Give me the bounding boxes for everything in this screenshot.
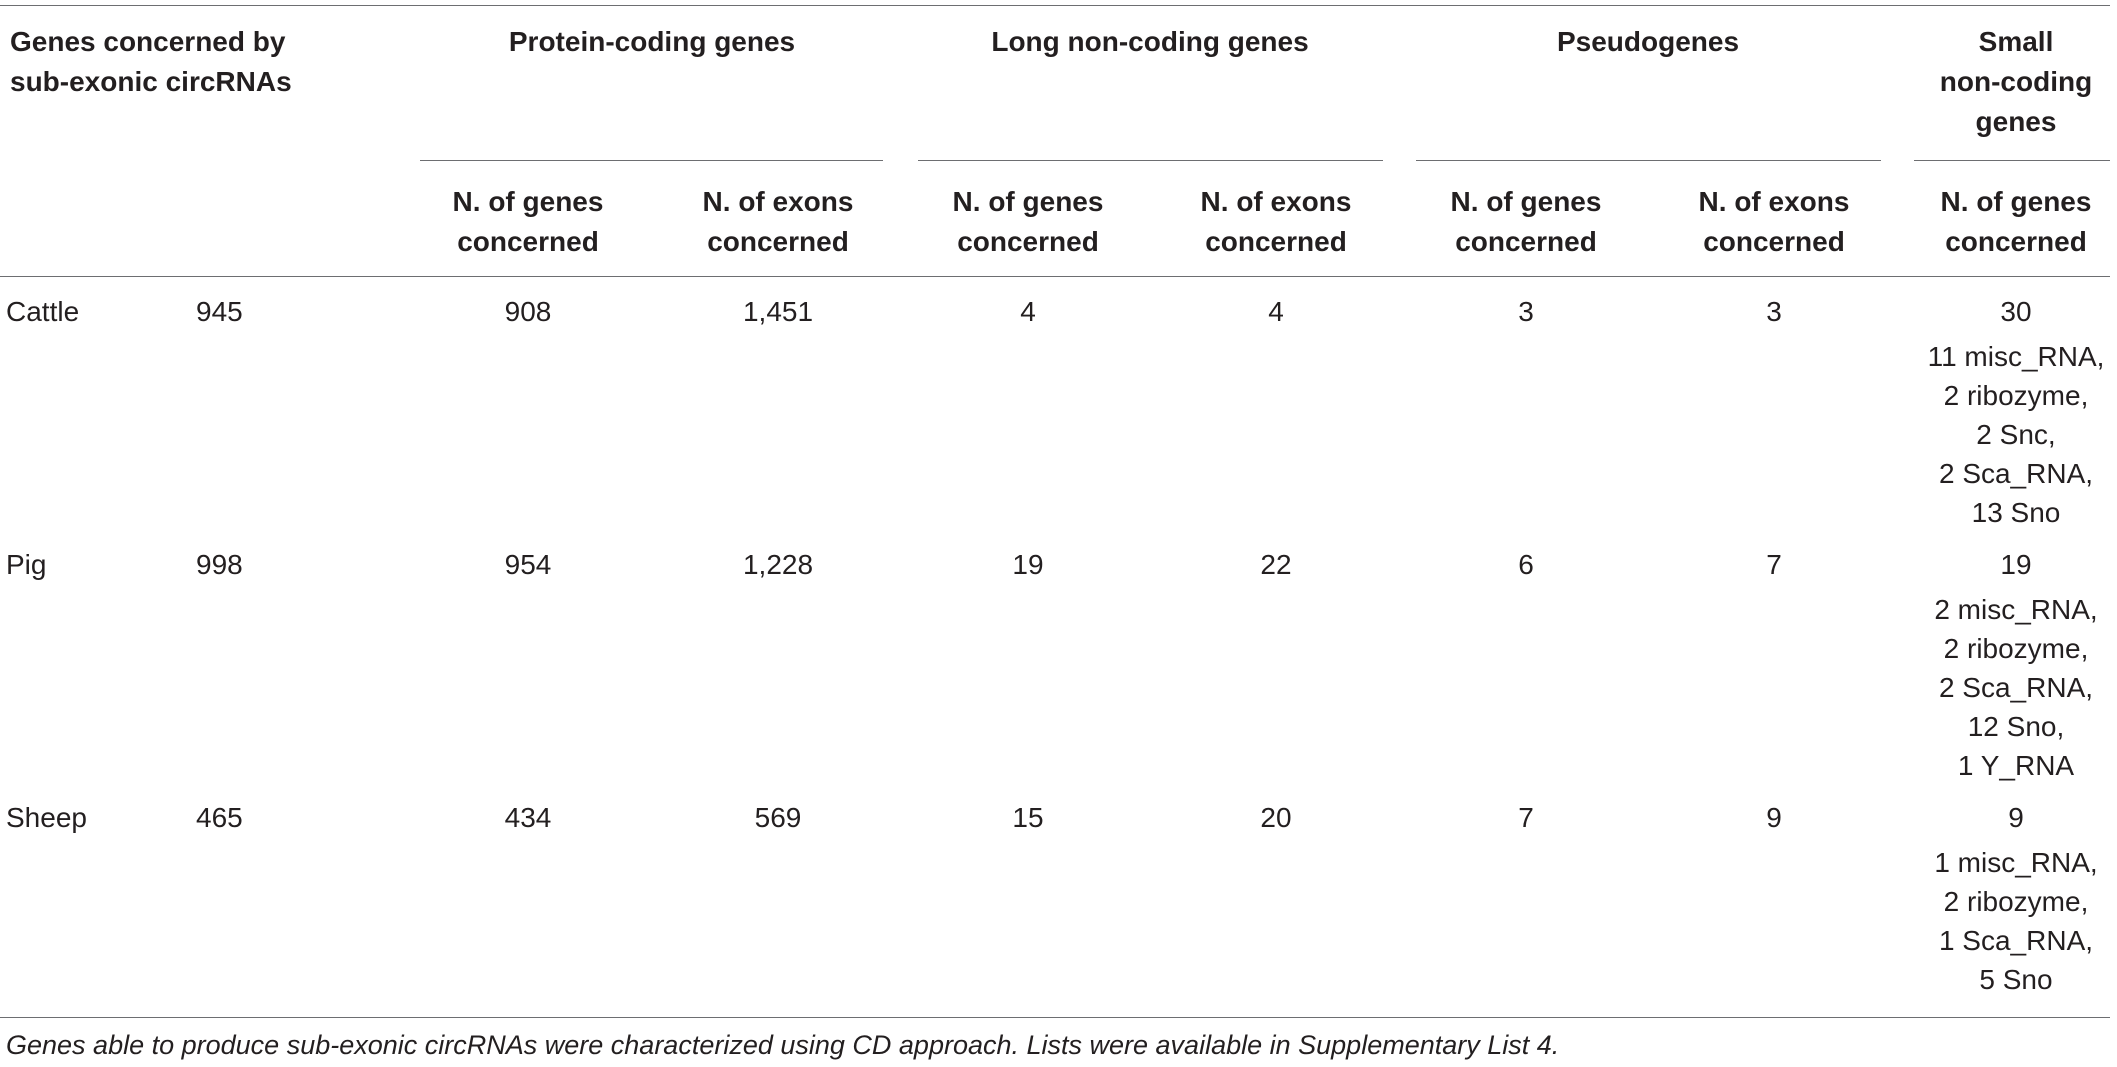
first-column-header: Genes concerned by sub-exonic circRNAs <box>10 22 292 102</box>
lnc-exons-subheader: N. of exons concerned <box>1201 182 1352 262</box>
pseudo-genes-subheader: N. of genes concerned <box>1451 182 1602 262</box>
pc-genes-cell: 908 <box>504 296 552 327</box>
species-cell: Cattle <box>6 296 80 327</box>
total-cell: 998 <box>196 549 243 580</box>
subheader-line2: concerned <box>707 226 849 257</box>
small-detail-line: 11 misc_RNA, <box>1927 341 2105 372</box>
pseudo-exons-cell: 7 <box>1766 549 1782 580</box>
header-bottom-rule <box>0 276 2110 277</box>
first-column-header-line1: Genes concerned by <box>10 26 286 57</box>
small-total: 30 <box>2000 296 2032 327</box>
small-noncoding-header: Small non-coding genes <box>1940 22 2092 142</box>
subheader-line1: N. of exons <box>702 186 854 217</box>
species-cell: Sheep <box>6 802 87 833</box>
pseudo-exons-cell: 3 <box>1766 296 1782 327</box>
small-detail-line: 2 ribozyme, <box>1943 633 2089 664</box>
small-detail-line: 5 Sno <box>1979 964 2053 995</box>
small-total: 19 <box>2000 549 2032 580</box>
small-total: 9 <box>2008 802 2024 833</box>
subheader-line1: N. of genes <box>952 186 1104 217</box>
small-detail-line: 1 Sca_RNA, <box>1938 925 2094 956</box>
subheader-line2: concerned <box>1945 226 2087 257</box>
subheader-line1: N. of exons <box>1200 186 1352 217</box>
small-detail-line: 1 misc_RNA, <box>1934 847 2098 878</box>
lnc-exons-cell: 22 <box>1260 549 1292 580</box>
subheader-line2: concerned <box>457 226 599 257</box>
table-bottom-rule <box>0 1017 2110 1018</box>
pseudogenes-underline <box>1416 160 1881 161</box>
pseudo-genes-cell: 6 <box>1518 549 1534 580</box>
small-detail-line: 2 Sca_RNA, <box>1938 458 2094 489</box>
protein-coding-underline <box>420 160 883 161</box>
long-noncoding-underline <box>918 160 1383 161</box>
small-detail-line: 2 ribozyme, <box>1943 380 2089 411</box>
pc-genes-cell: 434 <box>504 802 552 833</box>
subheader-line2: concerned <box>1205 226 1347 257</box>
small-detail-line: 2 Snc, <box>1976 419 2056 450</box>
pc-exons-cell: 569 <box>754 802 802 833</box>
table-footnote: Genes able to produce sub-exonic circRNA… <box>6 1030 1560 1060</box>
small-detail-line: 1 Y_RNA <box>1957 750 2075 781</box>
pseudo-genes-cell: 7 <box>1518 802 1534 833</box>
lnc-genes-cell: 4 <box>1020 296 1036 327</box>
first-column-header-line2: sub-exonic circRNAs <box>10 66 292 97</box>
top-rule <box>0 5 2110 6</box>
small-detail-line: 13 Sno <box>1971 497 2061 528</box>
lnc-genes-cell: 19 <box>1012 549 1044 580</box>
small-noncoding-cell: 30 11 misc_RNA, 2 ribozyme, 2 Snc, 2 Sca… <box>1928 292 2105 532</box>
small-noncoding-header-line1: Small <box>1978 26 2054 57</box>
small-detail-line: 2 Sca_RNA, <box>1938 672 2094 703</box>
small-noncoding-underline <box>1914 160 2110 161</box>
small-noncoding-cell: 9 1 misc_RNA, 2 ribozyme, 1 Sca_RNA, 5 S… <box>1934 798 2097 999</box>
small-detail-line: 2 misc_RNA, <box>1934 594 2098 625</box>
small-genes-subheader: N. of genes concerned <box>1941 182 2092 262</box>
small-noncoding-cell: 19 2 misc_RNA, 2 ribozyme, 2 Sca_RNA, 12… <box>1934 545 2097 785</box>
lnc-genes-subheader: N. of genes concerned <box>953 182 1104 262</box>
long-noncoding-header: Long non-coding genes <box>991 26 1309 57</box>
pc-exons-cell: 1,228 <box>742 549 814 580</box>
lnc-exons-cell: 20 <box>1260 802 1292 833</box>
pc-exons-subheader: N. of exons concerned <box>703 182 854 262</box>
lnc-genes-cell: 15 <box>1012 802 1044 833</box>
pc-genes-subheader: N. of genes concerned <box>453 182 604 262</box>
subheader-line1: N. of genes <box>1450 186 1602 217</box>
total-cell: 945 <box>196 296 243 327</box>
pc-exons-cell: 1,451 <box>742 296 814 327</box>
subheader-line2: concerned <box>1455 226 1597 257</box>
pseudo-exons-cell: 9 <box>1766 802 1782 833</box>
small-noncoding-header-line2: non-coding <box>1939 66 2093 97</box>
subheader-line1: N. of exons <box>1698 186 1850 217</box>
protein-coding-header: Protein-coding genes <box>508 26 796 57</box>
pseudo-genes-cell: 3 <box>1518 296 1534 327</box>
small-detail-line: 2 ribozyme, <box>1943 886 2089 917</box>
small-noncoding-header-line3: genes <box>1975 106 2057 137</box>
small-detail-line: 12 Sno, <box>1967 711 2065 742</box>
species-cell: Pig <box>6 549 47 580</box>
lnc-exons-cell: 4 <box>1268 296 1284 327</box>
pc-genes-cell: 954 <box>504 549 552 580</box>
subheader-line1: N. of genes <box>452 186 604 217</box>
subheader-line2: concerned <box>957 226 1099 257</box>
subheader-line2: concerned <box>1703 226 1845 257</box>
pseudogenes-header: Pseudogenes <box>1556 26 1740 57</box>
subheader-line1: N. of genes <box>1940 186 2092 217</box>
total-cell: 465 <box>196 802 243 833</box>
pseudo-exons-subheader: N. of exons concerned <box>1699 182 1850 262</box>
